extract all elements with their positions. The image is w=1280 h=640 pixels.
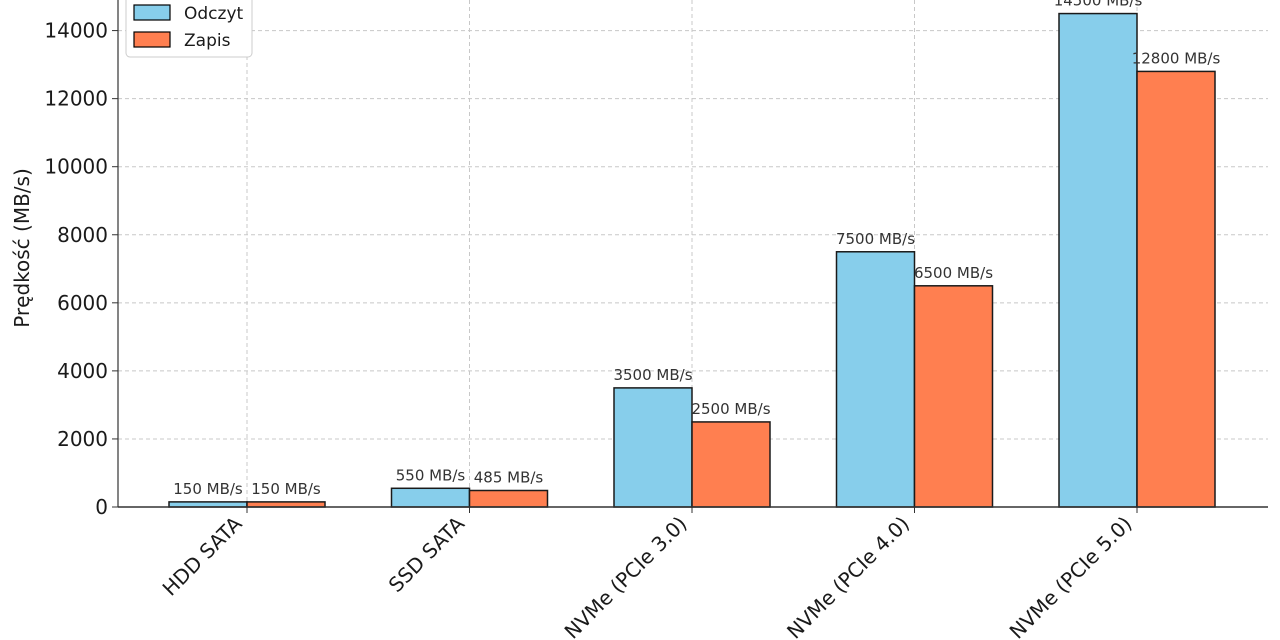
x-tick-label: NVMe (PCIe 4.0) [782,512,914,640]
bar-write [691,421,771,508]
grid-lines [118,0,1268,507]
data-label-write: 12800 MB/s [1132,49,1221,67]
legend-swatch-write [133,31,171,48]
y-tick-label: 8000 [57,223,108,247]
bar-write [913,285,994,508]
bar-read [168,501,248,508]
data-label-read: 150 MB/s [173,480,243,498]
bar-write [1136,70,1216,508]
y-tick-label: 0 [95,495,108,519]
data-label-write: 485 MB/s [474,468,544,486]
y-tick-label: 14000 [44,19,108,43]
data-label-write: 2500 MB/s [691,400,770,418]
x-tick-label: NVMe (PCIe 5.0) [1005,512,1137,640]
data-labels: 150 MB/s 150 MB/s 550 MB/s 485 MB/s 3500 MB/… [173,0,1220,498]
bar-write [246,501,326,508]
data-label-read: 3500 MB/s [613,366,692,384]
bar-write [468,489,549,508]
y-tick-label: 6000 [57,291,108,315]
legend: Odczyt Zapis [125,0,253,58]
y-tick-label: 12000 [44,87,108,111]
bar-read [1058,12,1138,508]
data-label-read: 14500 MB/s [1054,0,1143,10]
data-label-write: 6500 MB/s [914,264,993,282]
data-label-read: 7500 MB/s [836,230,915,248]
x-tick-label: SSD SATA [384,511,470,597]
data-label-write: 150 MB/s [251,480,321,498]
bar-read [390,487,471,508]
bar-read [613,387,693,508]
x-tick-label: HDD SATA [158,511,247,600]
bars [168,12,1216,508]
y-tick-label: 2000 [57,427,108,451]
y-axis-title: Prędkość (MB/s) [10,168,34,328]
data-label-read: 550 MB/s [396,466,466,484]
legend-label-write: Zapis [184,31,231,51]
y-tick-label: 10000 [44,155,108,179]
y-tick-label: 4000 [57,359,108,383]
legend-swatch-read [133,4,171,21]
bar-read [835,251,916,508]
x-tick-label: NVMe (PCIe 3.0) [560,512,692,640]
legend-label-read: Odczyt [184,4,244,24]
